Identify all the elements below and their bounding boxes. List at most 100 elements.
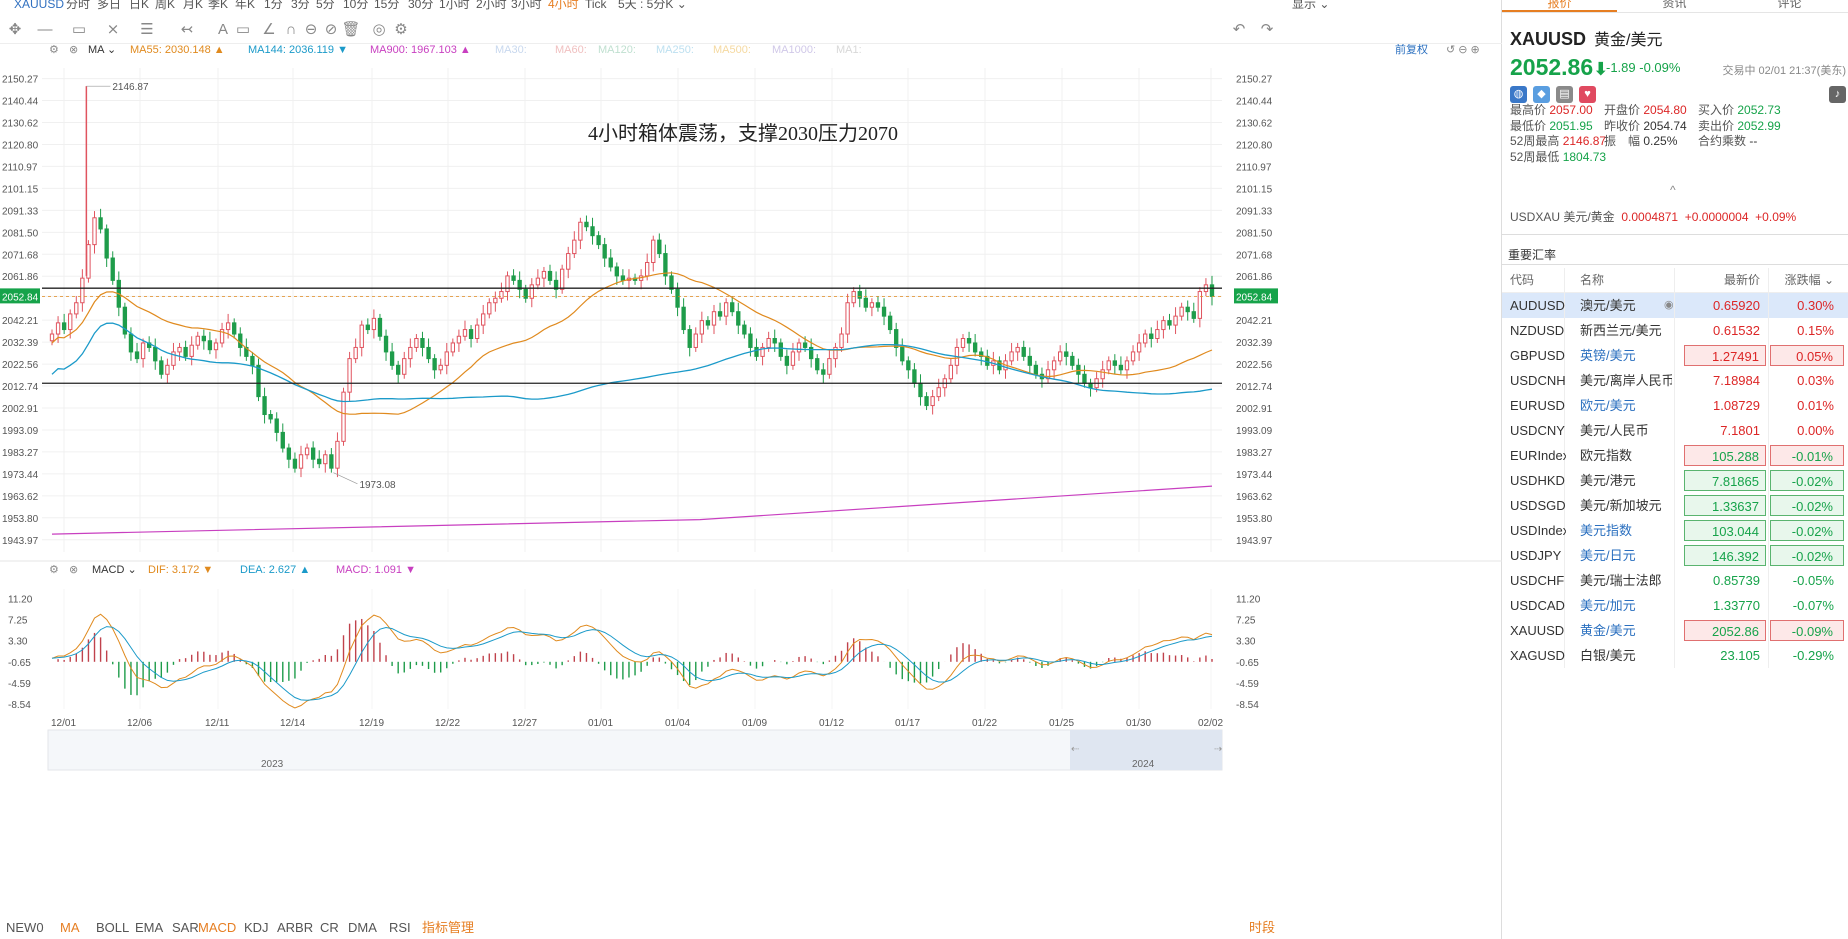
symbol-label[interactable]: XAUUSD (14, 0, 65, 11)
period-3[interactable]: 周K (155, 0, 176, 11)
collapse-icon[interactable]: ^ (1670, 183, 1676, 197)
right-handle-icon[interactable]: ⇢ (1214, 744, 1222, 755)
rate-row[interactable]: USDJPY 美元/日元 146.392 -0.02% (1502, 543, 1848, 568)
period-8[interactable]: 3分 (291, 0, 310, 11)
rate-name[interactable]: 黄金/美元 (1580, 623, 1636, 638)
rate-name[interactable]: 美元/加元 (1580, 598, 1636, 613)
redo-icon[interactable]: ↷ (1260, 21, 1274, 38)
rate-row[interactable]: XAUUSD 黄金/美元 2052.86 -0.09% (1502, 618, 1848, 643)
indicator-tab[interactable]: RSI (389, 920, 411, 935)
arrow-tool-icon[interactable]: ↢ (180, 21, 194, 38)
favorite-icon[interactable]: ♥ (1579, 86, 1596, 103)
close-icon[interactable]: ⊗ (69, 44, 78, 56)
candlestick-chart[interactable]: 2150.27 2150.27 2140.44 2140.44 2130.62 2130.… (0, 44, 1502, 916)
indicator-tab[interactable]: EMA (135, 920, 164, 935)
tag-icon[interactable]: ◆ (1533, 86, 1550, 103)
period-15[interactable]: 3小时 (511, 0, 542, 11)
y-tick-left: 1973.44 (2, 470, 39, 481)
rate-row[interactable]: GBPUSD 英镑/美元 1.27491 0.05% (1502, 343, 1848, 368)
period-12[interactable]: 30分 (408, 0, 434, 11)
period-7[interactable]: 1分 (264, 0, 283, 11)
rate-row[interactable]: USDCHF 美元/瑞士法郎 0.85739 -0.05% (1502, 568, 1848, 593)
eye-icon[interactable]: ◎ (372, 21, 386, 38)
indicator-tab[interactable]: KDJ (244, 920, 269, 935)
period-13[interactable]: 1小时 (439, 0, 470, 11)
rate-row[interactable]: XAGUSD 白银/美元 23.105 -0.29% (1502, 643, 1848, 668)
close-icon[interactable]: ⊗ (69, 564, 78, 576)
rate-name[interactable]: 美元指数 (1580, 523, 1633, 538)
chart-area[interactable]: 2150.27 2150.27 2140.44 2140.44 2130.62 2130.… (0, 44, 1502, 916)
timeline-navigator[interactable]: ⇠ ⇢ 2023 2024 (47, 729, 1223, 771)
zoom-controls-icon[interactable]: ↺ ⊖ ⊕ (1446, 44, 1480, 56)
period-17[interactable]: Tick (585, 0, 607, 11)
undo-icon[interactable]: ↶ (1232, 21, 1246, 38)
period-11[interactable]: 15分 (374, 0, 400, 11)
rates-header-cell[interactable]: 涨跌幅 ⌄ (1784, 273, 1834, 287)
period-0[interactable]: 分时 (66, 0, 91, 11)
note-icon[interactable]: ▤ (1556, 86, 1573, 103)
watch-icon[interactable]: ◉ (1664, 299, 1674, 311)
rate-row[interactable]: USDCNH 美元/离岸人民币 7.18984 0.03% (1502, 368, 1848, 393)
rate-row[interactable]: NZDUSD 新西兰元/美元 0.61532 0.15% (1502, 318, 1848, 343)
ma-selector[interactable]: MA ⌄ (88, 44, 116, 56)
indicator-tab[interactable]: DMA (348, 920, 377, 935)
right-tab[interactable]: 资讯 (1662, 0, 1687, 10)
settings-icon[interactable]: ⚙ (394, 21, 408, 38)
adjust-label[interactable]: 前复权 (1395, 44, 1428, 56)
settings-icon[interactable]: ⚙ (49, 564, 59, 576)
timeline-window[interactable] (1070, 730, 1222, 770)
rate-row[interactable]: USDSGD 美元/新加坡元 1.33637 -0.02% (1502, 493, 1848, 518)
rate-row[interactable]: EURIndex 欧元指数 105.288 -0.01% (1502, 443, 1848, 468)
right-tab[interactable]: 报价 (1547, 0, 1572, 10)
rate-name[interactable]: 美元/日元 (1580, 548, 1636, 563)
indicator-tab[interactable]: BOLL (96, 920, 130, 935)
left-handle-icon[interactable]: ⇠ (1071, 744, 1080, 755)
period-5[interactable]: 季K (208, 0, 229, 11)
macd-selector[interactable]: MACD ⌄ (92, 564, 137, 576)
alert-bell-icon[interactable]: ♪ (1829, 86, 1846, 103)
crosshair-icon[interactable]: ✥ (8, 21, 22, 38)
text-tool-icon[interactable]: A (217, 21, 228, 38)
rate-row[interactable]: USDHKD 美元/港元 7.81865 -0.02% (1502, 468, 1848, 493)
magnet-icon[interactable]: ∩ (285, 21, 297, 38)
rates-header-cell[interactable]: 最新价 (1723, 273, 1760, 287)
indicator-tab[interactable]: CR (320, 920, 339, 935)
display-menu[interactable]: 显示 ⌄ (1292, 0, 1330, 11)
period-1[interactable]: 多日 (97, 0, 122, 11)
rate-row[interactable]: USDCNY 美元/人民币 7.1801 0.00% (1502, 418, 1848, 443)
hide-icon[interactable]: ⊘ (324, 21, 338, 38)
indicator-tab[interactable]: ARBR (277, 920, 314, 935)
globe-icon[interactable]: ◍ (1510, 86, 1527, 103)
indicator-tab[interactable]: NEW0 (6, 920, 44, 935)
line-tool-icon[interactable]: — (37, 21, 53, 38)
period-10[interactable]: 10分 (343, 0, 369, 11)
pencil-icon[interactable]: ∠ (262, 21, 276, 38)
indicator-tab[interactable]: SAR (172, 920, 199, 935)
comment-tool-icon[interactable]: ▭ (235, 21, 251, 38)
period-14[interactable]: 2小时 (476, 0, 507, 11)
inverse-pair-row[interactable]: USDXAU 美元/黄金 0.0004871 +0.0000004 +0.09% (1510, 208, 1796, 225)
lock-icon[interactable]: ⊖ (304, 21, 318, 38)
period-9[interactable]: 5分 (316, 0, 335, 11)
channel-tool-icon[interactable]: ☰ (140, 21, 154, 38)
fib-tool-icon[interactable]: ⨯ (106, 21, 120, 38)
period-dropdown[interactable]: 5天 : 5分K ⌄ (618, 0, 687, 11)
period-2[interactable]: 日K (129, 0, 150, 11)
right-tab[interactable]: 评论 (1777, 0, 1802, 10)
indicator-tab[interactable]: MA (60, 920, 80, 935)
period-16[interactable]: 4小时 (548, 0, 579, 11)
indicator-tab[interactable]: MACD (198, 920, 237, 935)
trash-icon[interactable]: 🗑 (341, 21, 361, 38)
shape-tool-icon[interactable]: ▭ (71, 21, 87, 38)
session-button[interactable]: 时段 (1249, 920, 1276, 935)
rate-row[interactable]: USDIndex 美元指数 103.044 -0.02% (1502, 518, 1848, 543)
rate-row[interactable]: USDCAD 美元/加元 1.33770 -0.07% (1502, 593, 1848, 618)
period-4[interactable]: 月K (183, 0, 204, 11)
rate-row[interactable]: EURUSD 欧元/美元 1.08729 0.01% (1502, 393, 1848, 418)
rate-name[interactable]: 欧元/美元 (1580, 398, 1636, 413)
period-6[interactable]: 年K (235, 0, 256, 11)
rate-row[interactable]: AUDUSD 澳元/美元 ◉ 0.65920 0.30% (1502, 293, 1848, 318)
rate-name[interactable]: 英镑/美元 (1580, 348, 1636, 363)
settings-icon[interactable]: ⚙ (49, 44, 59, 56)
indicator-tab[interactable]: 指标管理 (422, 920, 475, 935)
